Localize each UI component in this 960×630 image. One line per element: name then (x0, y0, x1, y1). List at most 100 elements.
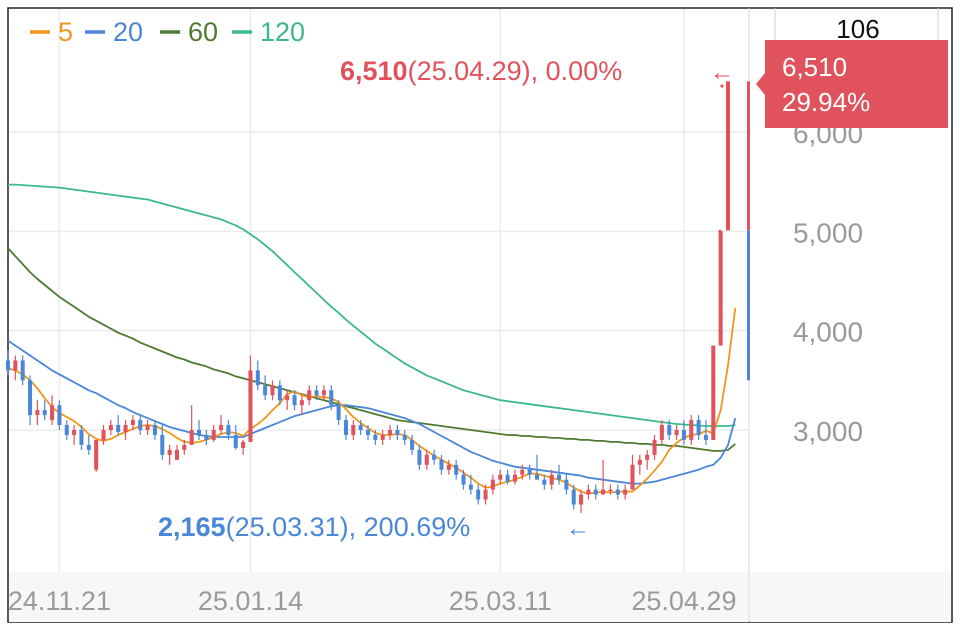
candle-body (615, 489, 620, 495)
candle (468, 474, 473, 495)
candle-body (468, 484, 473, 490)
candle (703, 420, 708, 445)
candle-body (299, 400, 304, 406)
candle-body (652, 439, 657, 455)
x-tick-label: 25.04.29 (631, 586, 736, 616)
candle-body (424, 454, 429, 465)
candle-body (395, 430, 400, 435)
x-tick-label: 25.03.11 (449, 586, 552, 616)
candle (233, 425, 238, 450)
candle-body (197, 430, 202, 435)
ma20-line (7, 339, 737, 485)
legend-item-20: 20 (85, 17, 143, 47)
candle (395, 425, 400, 440)
candle-body (321, 390, 326, 396)
candle (579, 489, 584, 513)
candle (417, 444, 422, 470)
candle (520, 464, 525, 480)
candle (586, 484, 591, 500)
candle-body (50, 405, 55, 421)
high-annotation-price: 6,510 (340, 56, 408, 86)
candle-body (182, 444, 187, 450)
ma120-line (8, 183, 736, 427)
candle-body (681, 430, 686, 440)
candle (358, 420, 363, 435)
x-tick-label: 24.11.21 (8, 586, 111, 616)
candle-body (20, 360, 25, 381)
candle-body (314, 390, 319, 396)
candle-body (343, 420, 348, 435)
candle (439, 454, 444, 475)
candle (35, 400, 40, 426)
candle (410, 434, 415, 455)
ma60-line (7, 247, 736, 452)
candle (123, 420, 128, 440)
candle (476, 484, 481, 505)
candle (64, 420, 69, 440)
candle (108, 420, 113, 435)
candle-body (270, 385, 275, 396)
candle (667, 420, 672, 440)
candle-body (329, 390, 334, 406)
ma5-line (7, 307, 737, 495)
candle-body (358, 425, 363, 430)
candle-body (108, 425, 113, 430)
candle (424, 449, 429, 470)
candle-body (336, 405, 341, 421)
candle-body (711, 345, 716, 440)
candle (432, 449, 437, 465)
candle (498, 469, 503, 485)
candle-body (123, 425, 128, 432)
candle (145, 420, 150, 435)
candle (42, 400, 47, 421)
candle-body (439, 459, 444, 470)
candle (211, 425, 216, 442)
candle (380, 430, 385, 445)
x-tick-label: 25.01.14 (198, 586, 303, 616)
candle-body (373, 434, 378, 440)
candle-body (152, 425, 157, 435)
candle-body (28, 380, 33, 416)
candle (336, 400, 341, 426)
low-annotation: 2,165(25.03.31), 200.69% (158, 512, 470, 542)
candle (241, 439, 246, 455)
high-dot-marker (720, 84, 724, 88)
candle (365, 425, 371, 440)
candle (86, 434, 91, 455)
high-annotation: 6,510(25.04.29), 0.00% (340, 56, 622, 86)
legend-item-120: 120 (232, 17, 305, 47)
candle (50, 395, 55, 426)
candle-body (689, 420, 694, 440)
candle-body (410, 439, 415, 450)
candle-body (659, 425, 664, 440)
candle (718, 231, 723, 346)
candle (483, 484, 488, 505)
candle (454, 459, 459, 480)
candle-body (586, 489, 591, 495)
candle (101, 425, 106, 445)
candle (255, 360, 260, 391)
candle-body (402, 434, 407, 440)
candle-body (512, 474, 517, 482)
candle (725, 81, 731, 231)
candle (446, 459, 451, 475)
candle-body (94, 439, 99, 470)
candle (160, 425, 165, 460)
y-tick-label: 5,000 (793, 217, 863, 248)
candle (152, 420, 157, 440)
candle (557, 464, 562, 485)
candle (20, 355, 25, 386)
candle (285, 390, 290, 411)
candlesticks (5, 81, 731, 513)
candle-body (204, 434, 209, 440)
candle (248, 355, 253, 442)
candle-body (476, 489, 481, 500)
price-dot-marker (718, 229, 722, 233)
candle (116, 415, 121, 435)
legend-label: 20 (113, 17, 143, 47)
candle (79, 425, 84, 450)
candle (204, 430, 209, 445)
top-right-value: 106 (836, 14, 879, 44)
candle (645, 449, 650, 470)
